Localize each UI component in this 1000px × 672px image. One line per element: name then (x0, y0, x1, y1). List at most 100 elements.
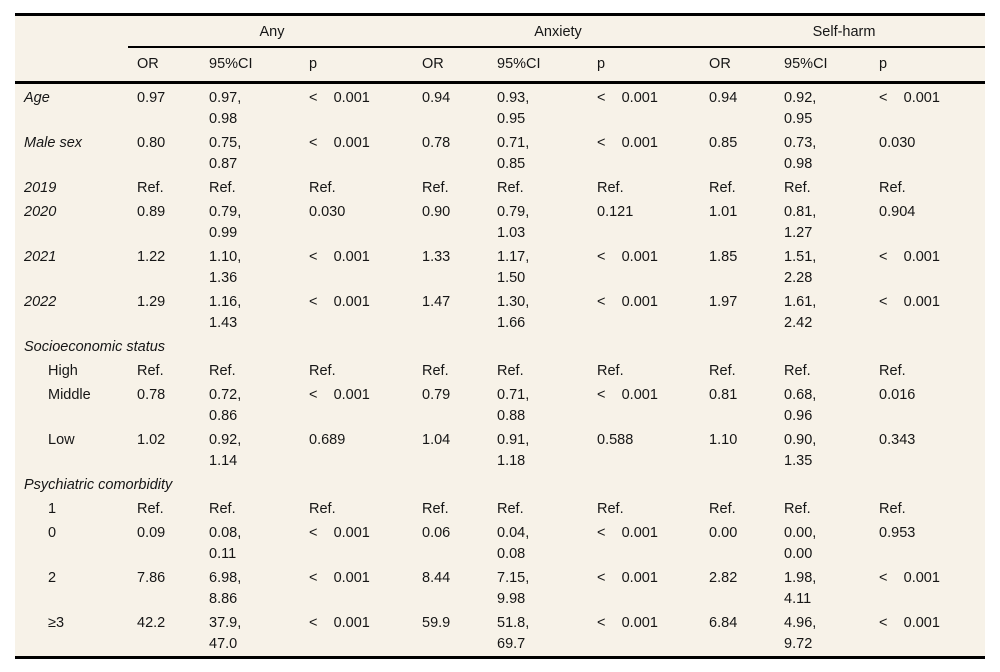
table-row: Low 1.02 0.92, 1.14 0.689 1.04 0.91, 1.18 0.58… (15, 428, 985, 473)
p-cell: < 0.001 (597, 387, 658, 403)
p-cell: < 0.001 (597, 294, 658, 310)
col-header-or: OR (413, 47, 489, 84)
col-header-p: p (870, 47, 986, 84)
ci-cell: 0.90, 1.35 (784, 432, 817, 469)
ci-cell: Ref. (784, 363, 811, 379)
or-cell: 1.29 (137, 294, 166, 310)
table-row: 2 7.86 6.98, 8.86 < 0.001 8.44 7.15, 9.98 < 0.… (15, 566, 985, 611)
row-label: 0 (48, 525, 57, 541)
p-cell: Ref. (879, 180, 906, 196)
p-cell: 0.689 (309, 432, 346, 448)
p-cell: < 0.001 (309, 387, 370, 403)
p-cell: < 0.001 (309, 135, 370, 151)
p-cell: 0.588 (597, 432, 634, 448)
row-label: Middle (48, 387, 91, 403)
table-row: Age 0.97 0.97, 0.98 < 0.001 0.94 0.93, 0.95 < … (15, 83, 985, 132)
row-label: ≥3 (48, 615, 65, 631)
p-cell: 0.030 (879, 135, 916, 151)
or-cell: 0.81 (709, 387, 738, 403)
p-cell: < 0.001 (309, 615, 370, 631)
or-cell: 1.01 (709, 204, 738, 220)
ci-cell: Ref. (209, 180, 236, 196)
or-cell: 0.89 (137, 204, 166, 220)
ci-cell: Ref. (784, 501, 811, 517)
or-cell: 1.10 (709, 432, 738, 448)
or-cell: 0.78 (422, 135, 451, 151)
ci-cell: 0.81, 1.27 (784, 204, 817, 241)
or-cell: Ref. (137, 363, 164, 379)
ci-cell: Ref. (784, 180, 811, 196)
ci-cell: 0.73, 0.98 (784, 135, 817, 172)
subheader-row: OR 95%CI p OR 95%CI p OR 95%CI p (15, 47, 986, 84)
or-cell: Ref. (422, 363, 449, 379)
row-label: 1 (48, 501, 57, 517)
ci-cell: 0.91, 1.18 (497, 432, 530, 469)
col-header-or: OR (128, 47, 200, 84)
ci-cell: 0.79, 0.99 (209, 204, 242, 241)
or-cell: 1.04 (422, 432, 451, 448)
ci-cell: 7.15, 9.98 (497, 570, 530, 607)
table-body: Age 0.97 0.97, 0.98 < 0.001 0.94 0.93, 0.95 < … (15, 83, 985, 658)
table-row: 2019 Ref. Ref. Ref. Ref. Ref. Ref. Ref. Ref. Ref. (15, 176, 985, 200)
row-label: Male sex (24, 135, 83, 151)
col-header-ci: 95%CI (200, 47, 300, 84)
or-cell: 1.02 (137, 432, 166, 448)
group-header-self-harm: Self-harm (700, 14, 986, 48)
table-row: 1 Ref. Ref. Ref. Ref. Ref. Ref. Ref. Ref. Ref. (15, 497, 985, 521)
p-cell: 0.030 (309, 204, 346, 220)
row-label: 2022 (24, 294, 57, 310)
or-cell: 0.85 (709, 135, 738, 151)
or-cell: Ref. (709, 501, 736, 517)
table-header: Any Anxiety Self-harm OR 95%CI p OR 95%C… (15, 14, 986, 84)
p-cell: < 0.001 (879, 615, 940, 631)
label-column-subheader (15, 47, 128, 84)
table-row: Socioeconomic status (15, 335, 985, 359)
p-cell: Ref. (597, 363, 624, 379)
p-cell: < 0.001 (597, 570, 658, 586)
p-cell: < 0.001 (597, 249, 658, 265)
p-cell: Ref. (597, 180, 624, 196)
table-row: 2022 1.29 1.16, 1.43 < 0.001 1.47 1.30, 1.66 <… (15, 290, 985, 335)
table-row: 2020 0.89 0.79, 0.99 0.030 0.90 0.79, 1.03 0.1… (15, 200, 985, 245)
p-cell: Ref. (309, 363, 336, 379)
or-cell: Ref. (709, 363, 736, 379)
p-cell: < 0.001 (309, 90, 370, 106)
ci-cell: 1.98, 4.11 (784, 570, 817, 607)
p-cell: < 0.001 (309, 294, 370, 310)
group-header-anxiety: Anxiety (413, 14, 701, 48)
or-cell: Ref. (422, 180, 449, 196)
or-cell: 0.78 (137, 387, 166, 403)
row-label: 2020 (24, 204, 57, 220)
ci-cell: 1.51, 2.28 (784, 249, 817, 286)
p-cell: < 0.001 (879, 294, 940, 310)
p-cell: Ref. (879, 501, 906, 517)
or-cell: 59.9 (422, 615, 451, 631)
p-cell: < 0.001 (597, 90, 658, 106)
ci-cell: 1.16, 1.43 (209, 294, 242, 331)
p-cell: < 0.001 (309, 525, 370, 541)
ci-cell: 0.79, 1.03 (497, 204, 530, 241)
p-cell: < 0.001 (879, 90, 940, 106)
row-label: High (48, 363, 78, 379)
or-cell: 6.84 (709, 615, 738, 631)
p-cell: Ref. (597, 501, 624, 517)
ci-cell: 0.04, 0.08 (497, 525, 530, 562)
row-label: 2019 (24, 180, 57, 196)
ci-cell: 6.98, 8.86 (209, 570, 242, 607)
row-label: Socioeconomic status (24, 339, 166, 355)
or-cell: 0.09 (137, 525, 166, 541)
or-cell: Ref. (137, 501, 164, 517)
ci-cell: 1.61, 2.42 (784, 294, 817, 331)
ci-cell: Ref. (497, 501, 524, 517)
row-label: Age (24, 90, 50, 106)
or-cell: 0.00 (709, 525, 738, 541)
p-cell: < 0.001 (597, 525, 658, 541)
ci-cell: 0.08, 0.11 (209, 525, 242, 562)
col-header-p: p (588, 47, 701, 84)
or-cell: 1.47 (422, 294, 451, 310)
table-row: ≥3 42.2 37.9, 47.0 < 0.001 59.9 51.8, 69.7 < 0… (15, 611, 985, 658)
or-cell: 0.06 (422, 525, 451, 541)
row-label: Psychiatric comorbidity (24, 477, 173, 493)
group-header-row: Any Anxiety Self-harm (15, 14, 986, 48)
